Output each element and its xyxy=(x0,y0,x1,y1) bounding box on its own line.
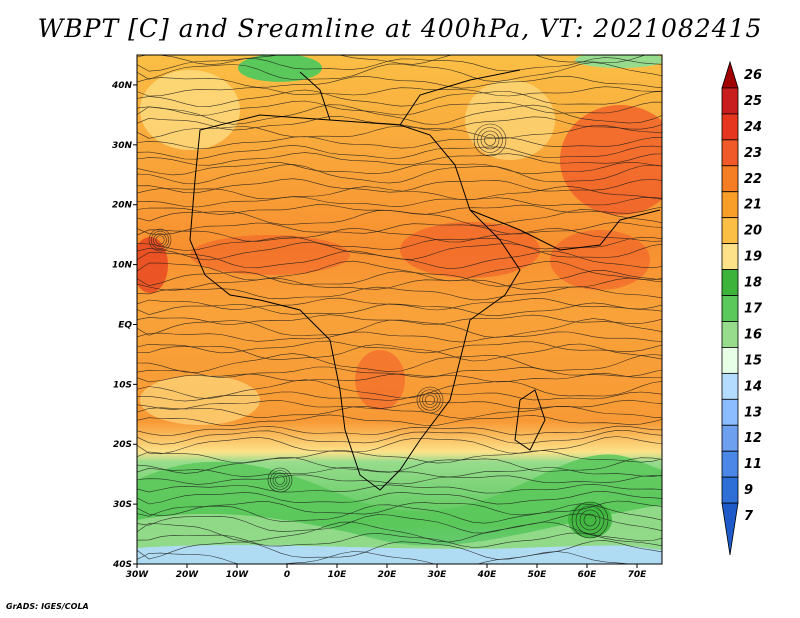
colorbar-swatch xyxy=(721,165,739,193)
map-title: WBPT [C] and Sreamline at 400hPa, VT: 20… xyxy=(37,14,763,43)
colorbar-label: 24 xyxy=(744,120,762,135)
colorbar-swatch xyxy=(721,347,739,374)
colorbar-swatch xyxy=(721,269,739,296)
latitude-axis: 40N 30N 20N 10N EQ 10S 20S 30S 40S xyxy=(111,81,137,570)
colorbar-swatch xyxy=(721,450,739,478)
colorbar-swatch xyxy=(721,372,739,400)
colorbar-label: 16 xyxy=(744,327,762,342)
colorbar-top-arrow xyxy=(721,60,739,89)
lon-tick-label: 20W xyxy=(176,570,200,580)
coastlines xyxy=(189,69,661,491)
colorbar-label: 11 xyxy=(744,457,762,472)
colorbar: 26 25 24 23 22 21 20 19 18 17 16 15 14 13 12 11 9 7 xyxy=(721,60,763,556)
colorbar-label: 22 xyxy=(744,172,762,187)
colorbar-label: 9 xyxy=(744,483,753,498)
lon-tick-label: 70E xyxy=(628,570,648,580)
longitude-axis: 30W 20W 10W 0 10E 20E 30E 40E 50E 60E 70E xyxy=(126,564,647,580)
lat-tick-label: 10S xyxy=(113,380,132,390)
lon-tick-label: 30E xyxy=(428,570,448,580)
colorbar-bottom-arrow xyxy=(721,502,739,556)
lat-tick-label: 40N xyxy=(111,81,133,91)
colorbar-swatch xyxy=(721,398,739,426)
colorbar-swatch xyxy=(721,217,739,245)
colorbar-swatch xyxy=(721,321,739,348)
colorbar-label: 14 xyxy=(744,379,762,394)
colorbar-swatch xyxy=(721,424,739,452)
colorbar-label: 17 xyxy=(744,302,763,317)
lat-tick-label: 10N xyxy=(112,261,133,271)
colorbar-label: 7 xyxy=(744,509,754,524)
lat-tick-label: 30S xyxy=(113,500,132,510)
colorbar-label: 25 xyxy=(744,94,762,109)
lat-tick-label: 20N xyxy=(112,201,133,211)
colorbar-swatch xyxy=(721,139,739,167)
footer-credit: GrADS: IGES/COLA xyxy=(6,602,89,611)
lat-tick-label: 20S xyxy=(113,440,132,450)
colorbar-label: 21 xyxy=(744,198,762,213)
lon-tick-label: 40E xyxy=(477,570,498,580)
lat-tick-label: EQ xyxy=(118,320,132,330)
colorbar-label: 26 xyxy=(744,68,762,83)
colorbar-swatch xyxy=(721,476,739,504)
shaded-field xyxy=(137,55,662,564)
lon-tick-label: 0 xyxy=(284,570,290,580)
lon-tick-label: 10E xyxy=(328,570,348,580)
lon-tick-label: 60E xyxy=(578,570,598,580)
lon-tick-label: 30W xyxy=(126,570,150,580)
colorbar-label: 23 xyxy=(744,146,762,161)
colorbar-label: 18 xyxy=(744,276,762,291)
colorbar-label: 13 xyxy=(744,405,762,420)
lon-tick-label: 10W xyxy=(226,570,250,580)
plot-frame xyxy=(136,54,663,565)
colorbar-swatch xyxy=(721,87,739,115)
colorbar-label: 20 xyxy=(744,224,762,239)
colorbar-swatch xyxy=(721,191,739,219)
colorbar-swatch xyxy=(721,113,739,141)
lon-tick-label: 20E xyxy=(378,570,398,580)
lat-tick-label: 40S xyxy=(112,560,132,570)
lat-tick-label: 30N xyxy=(112,141,133,151)
lon-tick-label: 50E xyxy=(528,570,548,580)
colorbar-swatch xyxy=(721,295,739,322)
colorbar-label: 12 xyxy=(744,431,762,446)
colorbar-label: 19 xyxy=(744,250,762,265)
colorbar-swatch xyxy=(721,243,739,270)
colorbar-label: 15 xyxy=(744,353,762,368)
